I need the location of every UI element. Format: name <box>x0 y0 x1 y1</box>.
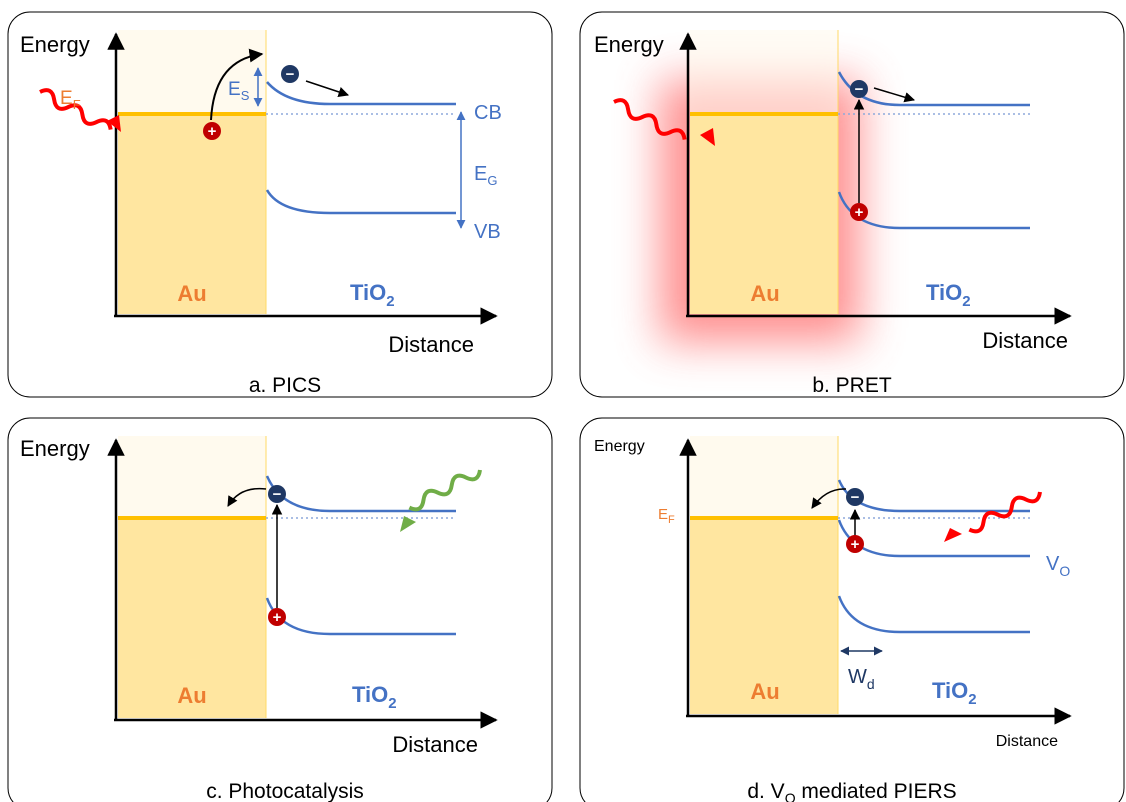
panel-b-metal-filled <box>690 114 838 314</box>
panel-d-metal-upper <box>690 436 838 518</box>
panel-a-cb-label: CB <box>474 102 502 124</box>
panel-d-fermi-label: EF <box>658 506 675 526</box>
panel-d-depletion-label: Wd <box>848 666 875 692</box>
panel-d-vacancy-label: VO <box>1046 553 1070 579</box>
panel-c-metal-upper <box>118 436 266 518</box>
panel-c-caption: c. Photocatalysis <box>206 780 364 802</box>
panel-d-transfer-arrow <box>811 488 847 509</box>
panel-b-hole-icon <box>850 203 868 221</box>
panel-d-light-arrowhead-icon <box>944 528 962 542</box>
hole-symbol: + <box>851 536 860 553</box>
panel-b-light-wave-icon <box>613 98 687 140</box>
panel-a-caption: a. PICS <box>249 374 321 397</box>
panel-a-semiconductor-label: TiO2 <box>350 280 395 310</box>
panel-b-semiconductor-label: TiO2 <box>926 280 971 310</box>
panel-d-conduction-band <box>837 479 1030 513</box>
panel-c-electron-icon <box>268 485 286 503</box>
panel-a-hole-icon <box>203 122 221 140</box>
panel-a-schottky-label: ES <box>228 79 250 103</box>
panel-d-metal-filled <box>690 518 838 714</box>
panel-d-hole-icon <box>846 535 864 553</box>
panel-a-valence-band <box>265 189 456 215</box>
panel-a-metal-filled <box>118 114 266 314</box>
panel-b: − + Energy Distance Au TiO2 b. PRET <box>579 11 1125 398</box>
panel-b-metal-upper <box>690 30 838 114</box>
panel-b-metal-label: Au <box>750 281 779 306</box>
panel-c-metal-filled <box>118 518 266 718</box>
panel-b-valence-band <box>837 191 1030 230</box>
electron-symbol: − <box>851 489 860 506</box>
panel-d-energy-label: Energy <box>594 438 645 455</box>
panel-a-hot-hole-arrow <box>210 48 264 121</box>
panel-b-light-arrowhead-icon <box>700 128 715 146</box>
panel-b-energy-label: Energy <box>594 32 664 57</box>
panel-a-fermi-label: EF <box>60 88 81 112</box>
panel-b-electron-icon <box>850 80 868 98</box>
panel-c-energy-label: Energy <box>20 436 90 461</box>
panel-d-caption: d. VO mediated PIERS <box>747 780 956 802</box>
panel-c-transfer-arrow <box>227 487 267 507</box>
panel-d-light-wave-icon <box>968 491 1042 534</box>
panel-a: − + Energy Distance Au TiO2 EF ES EG CB … <box>7 11 553 398</box>
panel-c-valence-band <box>265 597 456 636</box>
panel-b-caption: b. PRET <box>812 374 892 397</box>
panel-d-valence-band <box>837 595 1030 634</box>
panel-a-metal-upper <box>118 30 266 114</box>
hole-symbol: + <box>273 609 282 626</box>
panel-a-light-arrowhead-icon <box>107 115 121 132</box>
panel-d-vacancy-level <box>837 519 1030 558</box>
panel-a-conduction-band <box>266 81 456 106</box>
panel-d: − + Energy Distance Au TiO2 EF VO Wd d. … <box>579 417 1125 802</box>
hole-symbol: + <box>208 123 217 140</box>
panel-a-bandgap-label: EG <box>474 163 497 188</box>
electron-symbol: − <box>273 486 282 503</box>
panel-c-hole-icon <box>268 608 286 626</box>
electron-symbol: − <box>855 81 864 98</box>
panel-c: − + Energy Distance Au TiO2 c. Photocata… <box>7 417 553 802</box>
hole-symbol: + <box>855 204 864 221</box>
panel-c-distance-label: Distance <box>392 732 478 757</box>
panel-c-light-arrowhead-icon <box>400 516 416 532</box>
panel-c-metal-label: Au <box>177 683 206 708</box>
panel-a-metal-label: Au <box>177 281 206 306</box>
panel-c-semiconductor-label: TiO2 <box>352 682 397 712</box>
electron-symbol: − <box>286 66 295 83</box>
panel-a-energy-label: Energy <box>20 32 90 57</box>
panel-b-conduction-band <box>837 71 1030 107</box>
panel-b-distance-label: Distance <box>982 328 1068 353</box>
panel-a-electron-arrow <box>305 80 349 97</box>
panel-a-light-wave-icon <box>39 88 113 130</box>
panel-d-distance-label: Distance <box>996 733 1058 750</box>
panel-d-semiconductor-label: TiO2 <box>932 678 977 708</box>
panel-d-metal-label: Au <box>750 679 779 704</box>
panel-a-distance-label: Distance <box>388 332 474 357</box>
panel-a-electron-icon <box>281 65 299 83</box>
panel-a-vb-label: VB <box>474 221 501 243</box>
panel-b-electron-arrow <box>873 87 916 103</box>
panel-c-conduction-band <box>265 475 456 513</box>
panel-d-electron-icon <box>846 488 864 506</box>
panel-c-light-wave-icon <box>408 469 482 512</box>
